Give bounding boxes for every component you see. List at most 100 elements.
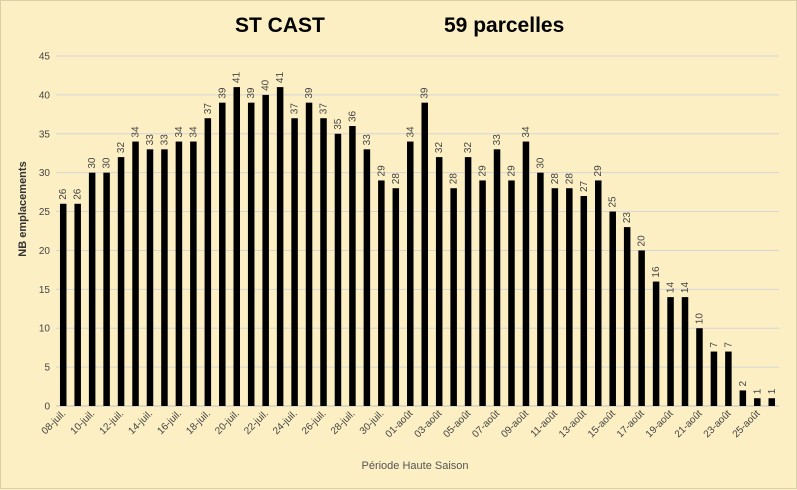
bar <box>725 351 732 406</box>
data-label: 28 <box>550 173 561 185</box>
bar <box>132 141 139 407</box>
data-label: 20 <box>637 235 648 247</box>
bar <box>623 227 631 406</box>
bar <box>88 172 96 406</box>
data-label: 37 <box>319 103 330 115</box>
bar <box>146 149 154 407</box>
x-axis-title: Période Haute Saison <box>361 460 468 472</box>
data-label: 34 <box>188 126 199 138</box>
x-tick-label: 09-août <box>499 408 531 440</box>
bar <box>247 102 255 407</box>
y-tick-label: 20 <box>39 246 51 257</box>
bar <box>464 157 472 406</box>
data-label: 25 <box>608 196 619 208</box>
bar <box>768 398 776 406</box>
data-label: 16 <box>651 266 662 278</box>
bar <box>493 149 501 407</box>
bar <box>681 297 689 406</box>
bar <box>74 203 81 406</box>
bar <box>320 118 327 406</box>
data-label: 33 <box>492 134 503 146</box>
data-label: 32 <box>434 142 445 154</box>
bar <box>407 141 414 407</box>
bar <box>537 172 544 406</box>
data-label: 36 <box>347 110 358 122</box>
data-label: 1 <box>752 388 763 394</box>
data-label: 33 <box>145 134 156 146</box>
y-axis-title: NB emplacements <box>17 161 29 256</box>
y-tick-label: 35 <box>39 129 51 140</box>
data-label: 29 <box>376 165 387 177</box>
data-label: 32 <box>116 142 127 154</box>
bar <box>378 180 385 406</box>
x-tick-label: 12-juil. <box>98 408 127 437</box>
bar <box>594 180 602 406</box>
x-tick-label: 11-août <box>529 408 560 439</box>
x-tick-label: 05-août <box>441 408 473 440</box>
y-tick-label: 5 <box>44 363 50 374</box>
bar <box>739 390 747 406</box>
bar <box>161 149 168 407</box>
bar <box>450 188 457 406</box>
bar <box>233 87 241 406</box>
data-label: 39 <box>246 87 257 99</box>
bar <box>667 297 674 406</box>
x-tick-label: 01-août <box>384 408 416 440</box>
data-label: 2 <box>738 380 749 386</box>
x-tick-label: 19-août <box>644 408 676 440</box>
x-tick-label: 24-juil. <box>271 408 300 437</box>
bar <box>638 250 645 406</box>
data-label: 34 <box>521 126 532 138</box>
data-label: 26 <box>58 188 69 200</box>
y-tick-label: 10 <box>39 324 51 335</box>
y-tick-label: 25 <box>39 207 51 218</box>
data-label: 33 <box>159 134 170 146</box>
data-label: 14 <box>666 282 677 294</box>
data-label: 28 <box>564 173 575 185</box>
x-tick-label: 16-juil. <box>155 408 184 437</box>
x-tick-label: 30-juil. <box>358 408 387 437</box>
bar <box>276 87 284 406</box>
x-tick-label: 07-août <box>470 408 502 440</box>
bar <box>117 157 125 406</box>
data-label: 41 <box>232 72 243 84</box>
data-label: 37 <box>290 103 301 115</box>
data-label: 27 <box>579 180 590 192</box>
data-label: 29 <box>478 165 489 177</box>
data-label: 29 <box>506 165 517 177</box>
x-axis-ticks: 08-juil. 10-juil. 12-juil. 14-juil. 16-juil.… <box>40 408 763 440</box>
bar <box>349 126 356 406</box>
bar <box>305 102 313 407</box>
bar <box>696 328 703 406</box>
bars <box>59 87 776 407</box>
data-label: 10 <box>694 313 705 325</box>
bar <box>580 196 588 406</box>
data-label: 1 <box>767 388 778 394</box>
x-tick-label: 13-août <box>557 408 589 440</box>
data-label: 35 <box>333 118 344 130</box>
y-tick-label: 40 <box>39 90 51 101</box>
data-label: 30 <box>535 157 546 169</box>
y-axis-ticks: 0 5 10 15 20 25 30 35 40 45 <box>39 52 51 413</box>
chart-title: ST CAST <box>235 14 325 37</box>
bar <box>566 188 573 406</box>
x-tick-label: 22-juil. <box>242 408 271 437</box>
data-label: 34 <box>405 126 416 138</box>
x-tick-label: 18-juil. <box>184 408 213 437</box>
data-label: 29 <box>593 165 604 177</box>
x-tick-label: 14-juil. <box>126 408 155 437</box>
x-tick-label: 26-juil. <box>300 408 329 437</box>
bar <box>219 102 226 407</box>
bar <box>334 133 342 406</box>
data-label: 41 <box>275 72 286 84</box>
data-label: 7 <box>709 342 720 348</box>
bar <box>363 149 371 407</box>
bar <box>204 118 212 406</box>
data-label: 30 <box>102 157 113 169</box>
x-tick-label: 23-août <box>702 408 734 440</box>
x-tick-label: 21-août <box>673 408 705 440</box>
bar <box>262 94 269 406</box>
bar <box>421 102 428 407</box>
x-tick-label: 15-août <box>586 408 618 440</box>
